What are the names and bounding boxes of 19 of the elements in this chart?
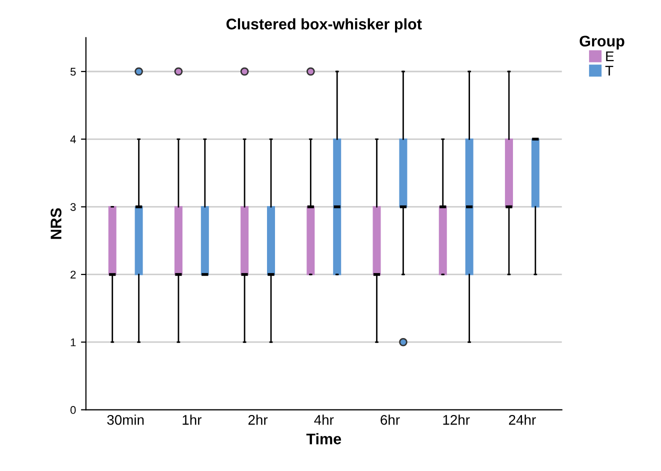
y-tick-label: 3 [70,203,76,211]
y-tick-label: 5 [70,68,76,76]
y-tick-label: 1 [70,338,76,346]
x-tick-label: 6hr [380,414,400,425]
x-tick-label: 24hr [508,414,536,425]
x-tick-label: 30min [107,414,144,425]
legend-title: Group [580,36,624,50]
y-tick-label: 0 [70,406,76,414]
x-tick-label: 12hr [443,414,470,425]
y-tick-label: 2 [70,270,76,278]
y-axis-title: NRS [50,208,62,239]
x-tick-label: 2hr [248,414,268,425]
legend-label: T [605,66,614,76]
y-tick-label: 4 [70,136,76,144]
x-tick-label: 4hr [314,414,334,425]
chart-title: Clustered box-whisker plot [226,18,422,33]
legend-label: E [606,52,614,62]
x-axis-title: Time [306,433,342,444]
x-tick-label: 1hr [182,414,202,425]
